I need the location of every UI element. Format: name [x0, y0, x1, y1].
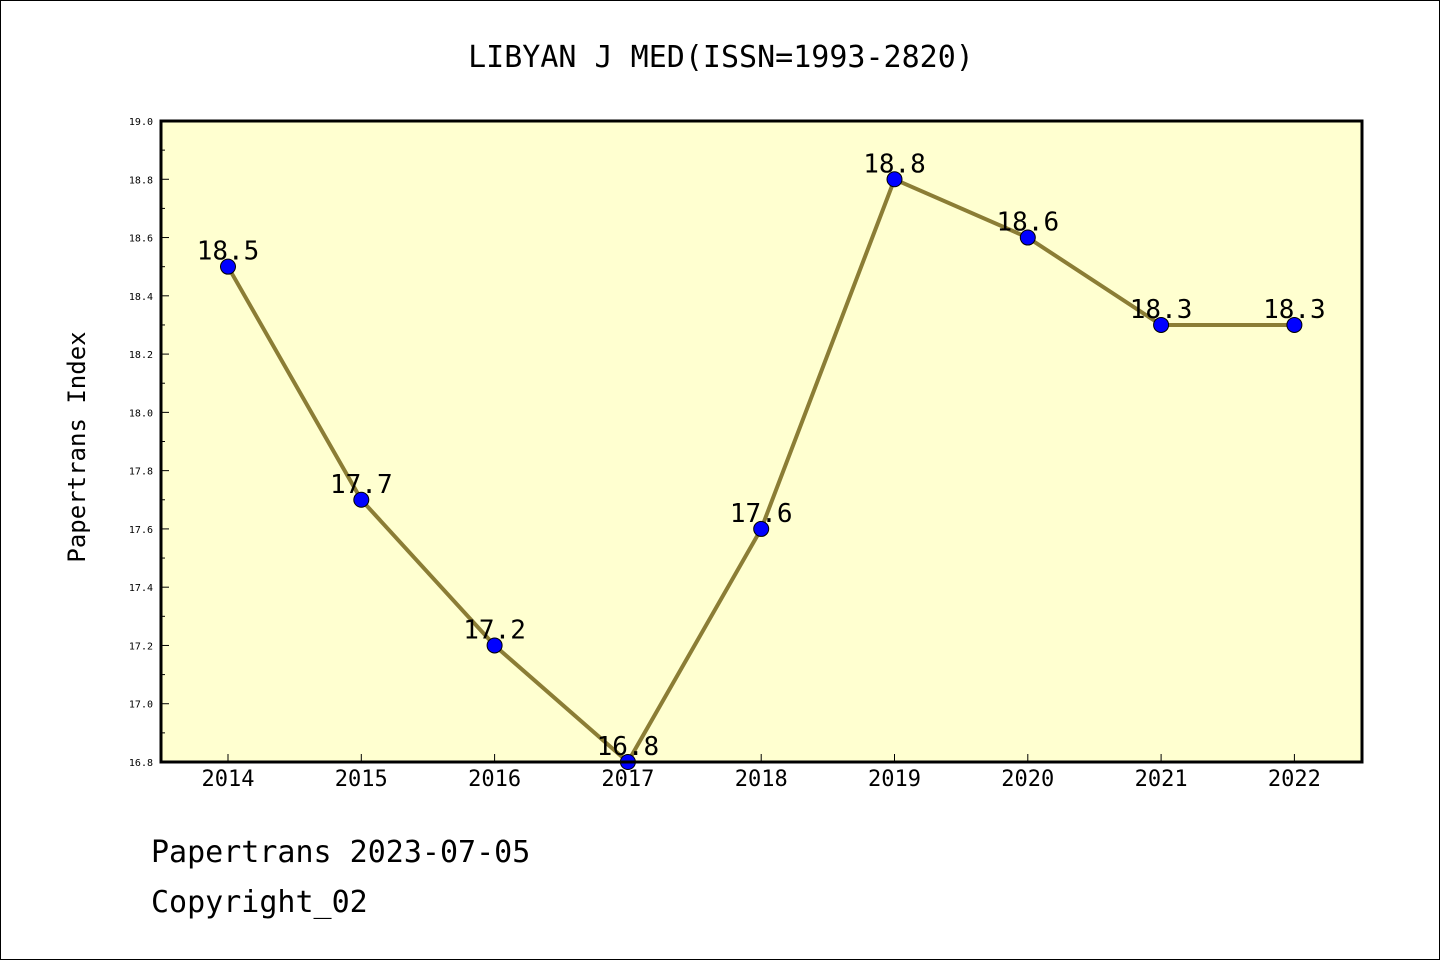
- data-label: 18.5: [197, 237, 260, 267]
- x-axis: 2014 2015 2016 2017 2018 2019 2020 2021 2022: [202, 754, 1321, 792]
- y-tick-label: 17.4: [129, 583, 153, 594]
- data-labels: 18.5 17.7 17.2 16.8 17.6 18.8 18.6 18.3 18.3: [197, 149, 1326, 762]
- chart-title: LIBYAN J MED(ISSN=1993-2820): [468, 40, 974, 75]
- x-tick-label: 2020: [1001, 767, 1054, 792]
- data-label: 16.8: [597, 732, 660, 762]
- data-point: [1286, 316, 1303, 333]
- data-label: 17.7: [330, 470, 393, 500]
- data-point: [1153, 316, 1170, 333]
- data-label: 18.3: [1263, 295, 1326, 325]
- y-tick-label: 17.0: [129, 700, 153, 711]
- data-point: [1019, 229, 1036, 246]
- plot-area: [161, 121, 1362, 762]
- data-point: [753, 520, 770, 537]
- x-tick-label: 2015: [335, 767, 388, 792]
- y-tick-label: 18.2: [129, 350, 153, 361]
- x-tick-label: 2016: [468, 767, 521, 792]
- y-tick-label: 16.8: [129, 758, 153, 769]
- y-tick-label: 18.8: [129, 175, 153, 186]
- y-tick-label: 19.0: [129, 117, 153, 128]
- series: [220, 171, 1303, 770]
- y-axis: 16.8 17.0 17.2 17.4 17.6 17.8 18.0 18.2 18.4 18.6…: [129, 117, 169, 769]
- y-tick-label: 17.8: [129, 467, 153, 478]
- data-label: 18.8: [863, 149, 926, 179]
- data-label: 18.6: [996, 208, 1059, 238]
- y-axis-label: Papertrans Index: [63, 331, 91, 562]
- data-label: 17.6: [730, 499, 793, 529]
- x-tick-label: 2017: [601, 767, 654, 792]
- data-label: 17.2: [463, 615, 526, 645]
- data-point: [886, 171, 903, 188]
- data-point: [220, 258, 236, 275]
- x-tick-label: 2021: [1135, 767, 1188, 792]
- x-tick-label: 2018: [735, 767, 788, 792]
- y-tick-label: 18.4: [129, 292, 153, 303]
- data-point: [353, 491, 370, 508]
- footer-copyright: Copyright_02: [151, 885, 368, 920]
- plot-frame: [159, 119, 1364, 764]
- y-tick-label: 17.2: [129, 641, 153, 652]
- y-tick-label: 18.0: [129, 408, 153, 419]
- x-tick-label: 2014: [202, 767, 255, 792]
- y-tick-label: 18.6: [129, 234, 153, 245]
- data-label: 18.3: [1130, 295, 1193, 325]
- x-tick-label: 2019: [868, 767, 921, 792]
- x-tick-label: 2022: [1268, 767, 1321, 792]
- data-point: [486, 637, 503, 654]
- footer-date: Papertrans 2023-07-05: [151, 835, 531, 870]
- y-tick-label: 17.6: [129, 525, 153, 536]
